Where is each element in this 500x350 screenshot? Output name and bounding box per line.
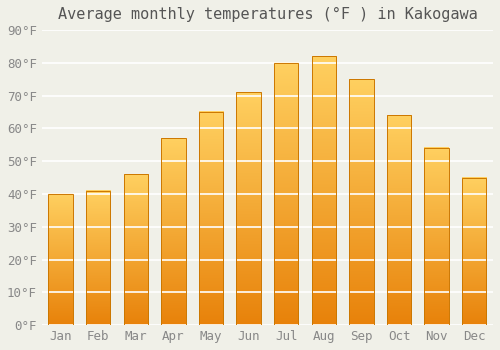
Bar — [161, 138, 186, 325]
Bar — [312, 56, 336, 325]
Bar — [199, 112, 223, 325]
Bar — [86, 191, 110, 325]
Bar — [124, 174, 148, 325]
Bar — [387, 116, 411, 325]
Bar — [48, 194, 73, 325]
Bar — [236, 92, 261, 325]
Bar — [274, 63, 298, 325]
Title: Average monthly temperatures (°F ) in Kakogawa: Average monthly temperatures (°F ) in Ka… — [58, 7, 478, 22]
Bar — [462, 178, 486, 325]
Bar — [349, 79, 374, 325]
Bar — [424, 148, 449, 325]
